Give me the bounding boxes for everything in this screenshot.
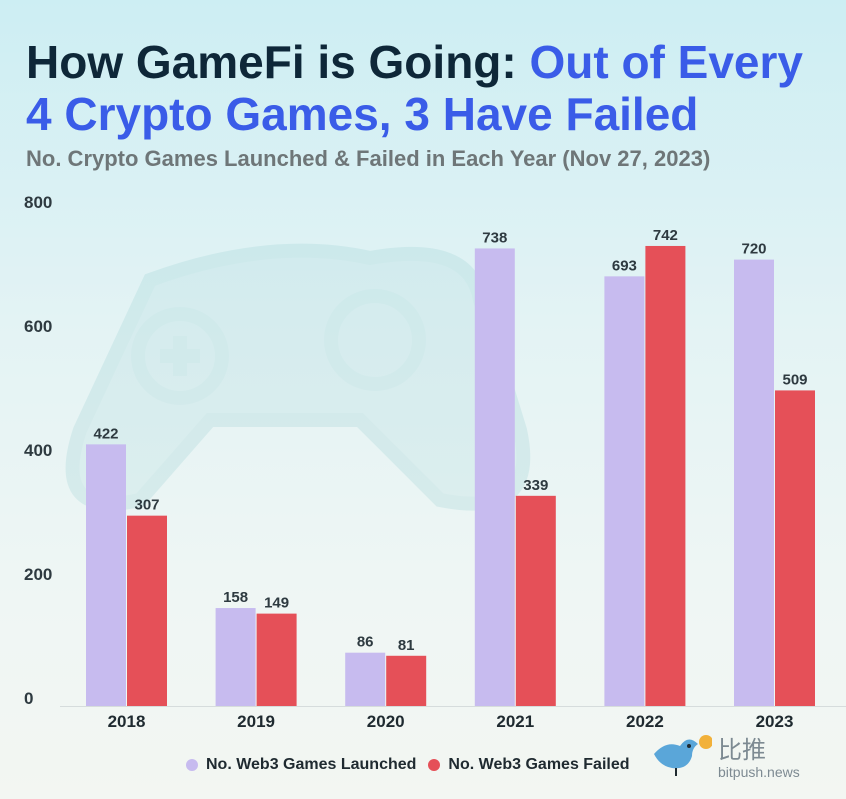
x-tick-label: 2023 xyxy=(756,712,794,731)
bird-logo-icon xyxy=(654,735,713,776)
bar-failed-2021 xyxy=(515,495,556,706)
bar-launched-2022 xyxy=(604,276,645,706)
x-tick-label: 2021 xyxy=(496,712,534,731)
bar-failed-2019 xyxy=(256,613,297,706)
bar-launched-2019 xyxy=(215,608,256,706)
data-label: 158 xyxy=(223,589,248,606)
data-label: 86 xyxy=(357,634,374,651)
legend-item-failed: No. Web3 Games Failed xyxy=(428,756,630,774)
bitpush-logo: 比推 bitpush.news xyxy=(648,726,838,786)
data-label: 693 xyxy=(612,257,637,274)
y-tick-label: 400 xyxy=(24,441,52,460)
x-tick-label: 2018 xyxy=(108,712,146,731)
y-tick-label: 200 xyxy=(24,565,52,584)
logo-text-en: bitpush.news xyxy=(718,764,800,780)
bar-launched-2018 xyxy=(86,444,126,706)
data-label: 149 xyxy=(264,595,289,612)
bar-failed-2022 xyxy=(645,245,686,706)
legend-label-failed: No. Web3 Games Failed xyxy=(448,756,630,773)
x-tick-label: 2022 xyxy=(626,712,664,731)
legend-label-launched: No. Web3 Games Launched xyxy=(206,756,417,773)
bar-failed-2018 xyxy=(127,515,167,706)
y-axis: 0 200 400 600 800 xyxy=(24,193,52,708)
title-part-2: Out of Every 4 Crypto Games, 3 Have Fail… xyxy=(26,36,803,140)
data-label: 339 xyxy=(523,477,548,494)
legend: No. Web3 Games Launched No. Web3 Games F… xyxy=(186,756,642,774)
legend-item-launched: No. Web3 Games Launched xyxy=(186,756,416,774)
data-label: 81 xyxy=(398,637,415,654)
logo-text-cn: 比推 xyxy=(718,736,766,764)
bar-launched-2023 xyxy=(734,259,774,706)
chart-subtitle: No. Crypto Games Launched & Failed in Ea… xyxy=(26,146,711,171)
bar-failed-2023 xyxy=(775,390,815,706)
x-tick-label: 2019 xyxy=(237,712,275,731)
chart-title: How GameFi is Going: Out of Every 4 Cryp… xyxy=(26,36,826,140)
data-label: 742 xyxy=(653,227,678,244)
y-tick-label: 600 xyxy=(24,317,52,336)
data-label: 509 xyxy=(782,371,807,388)
y-tick-label: 0 xyxy=(24,689,33,708)
legend-swatch-failed xyxy=(428,759,441,771)
bar-launched-2021 xyxy=(474,248,515,706)
legend-swatch-launched xyxy=(186,759,198,771)
bar-failed-2020 xyxy=(386,655,427,706)
title-part-1: How GameFi is Going: xyxy=(26,36,530,88)
data-label: 738 xyxy=(482,229,507,246)
data-label: 720 xyxy=(741,241,766,258)
data-label: 307 xyxy=(134,497,159,514)
plot-area: 422 307 158 149 86 81 738 339 693 742 720 509 xyxy=(86,227,815,706)
data-label: 422 xyxy=(93,425,118,442)
bar-launched-2020 xyxy=(345,652,386,706)
gamepad-watermark-icon xyxy=(65,243,531,511)
y-tick-label: 800 xyxy=(24,193,52,212)
x-tick-label: 2020 xyxy=(367,712,405,731)
x-axis: 2018 2019 2020 2021 2022 2023 xyxy=(108,712,794,731)
